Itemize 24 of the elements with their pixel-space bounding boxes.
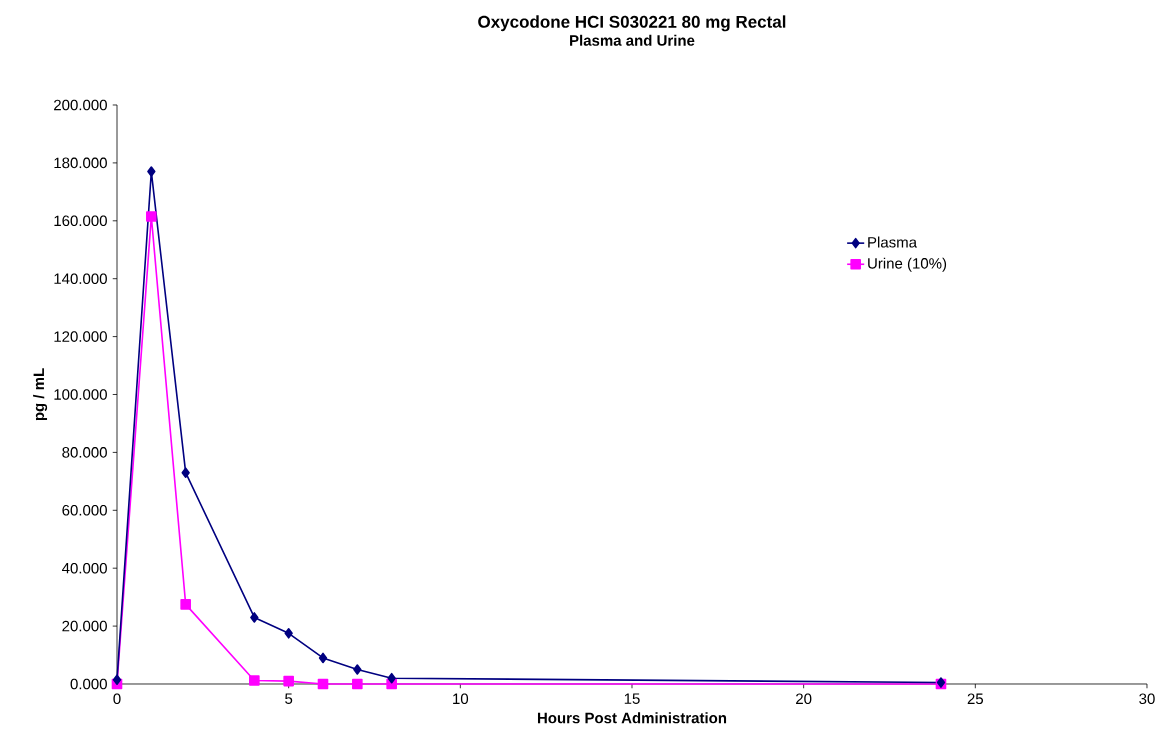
legend-label: Plasma bbox=[868, 236, 918, 248]
y-tick-label: 40.000 bbox=[62, 562, 107, 574]
x-tick-label: 25 bbox=[967, 693, 984, 705]
legend-label: Urine (10%) bbox=[868, 257, 947, 272]
x-tick-label: 30 bbox=[1139, 693, 1155, 705]
x-tick-label: 15 bbox=[624, 693, 640, 704]
x-tick-label: 20 bbox=[796, 693, 812, 705]
x-tick-label: 0 bbox=[113, 693, 121, 705]
y-tick-label: 140.000 bbox=[54, 273, 107, 284]
y-tick-label: 60.000 bbox=[62, 504, 107, 516]
y-tick-label: 180.000 bbox=[54, 157, 107, 169]
y-tick-label: 0.000 bbox=[70, 678, 107, 690]
x-tick-label: 5 bbox=[285, 693, 293, 704]
x-tick-label: 10 bbox=[453, 693, 469, 705]
y-tick-label: 160.000 bbox=[54, 215, 107, 227]
y-axis-title: pg / mL bbox=[33, 368, 48, 421]
y-tick-label: 80.000 bbox=[62, 447, 107, 458]
y-tick-label: 100.000 bbox=[54, 389, 107, 400]
chart-subtitle: Plasma and Urine bbox=[570, 34, 695, 46]
y-tick-label: 20.000 bbox=[62, 620, 107, 632]
y-tick-label: 200.000 bbox=[54, 99, 107, 111]
x-axis-title: Hours Post Administration bbox=[537, 712, 727, 724]
y-tick-label: 120.000 bbox=[54, 331, 107, 342]
chart-title: Oxycodone HCI S030221 80 mg Rectal bbox=[478, 15, 786, 32]
